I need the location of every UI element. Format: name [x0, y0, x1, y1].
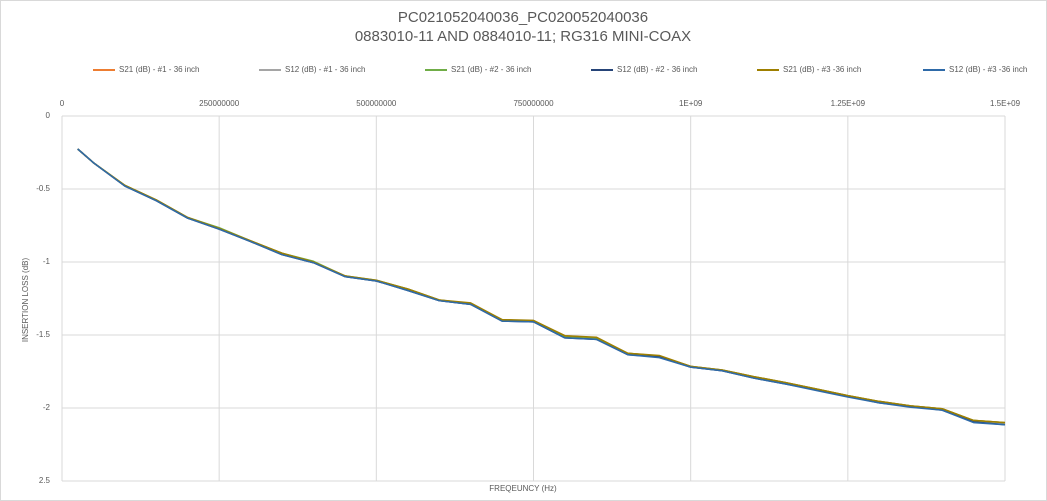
legend-label: S12 (dB) - #2 - 36 inch — [617, 65, 697, 74]
x-tick-label: 1E+09 — [679, 99, 703, 108]
y-tick-label: -2 — [43, 403, 51, 412]
x-tick-label: 250000000 — [199, 99, 240, 108]
x-tick-label: 500000000 — [356, 99, 397, 108]
chart-title: PC021052040036_PC020052040036 — [398, 9, 648, 26]
x-tick-label: 750000000 — [513, 99, 554, 108]
legend-label: S21 (dB) - #2 - 36 inch — [451, 65, 531, 74]
chart-subtitle: 0883010-11 AND 0884010-11; RG316 MINI-CO… — [355, 28, 691, 45]
y-tick-label: -0.5 — [36, 184, 50, 193]
legend-label: S21 (dB) - #3 -36 inch — [783, 65, 861, 74]
x-tick-label: 1.5E+09 — [990, 99, 1021, 108]
legend-label: S12 (dB) - #1 - 36 inch — [285, 65, 365, 74]
x-tick-label: 0 — [60, 99, 65, 108]
x-tick-label: 1.25E+09 — [831, 99, 866, 108]
legend-label: S21 (dB) - #1 - 36 inch — [119, 65, 199, 74]
y-tick-label: -1.5 — [36, 330, 50, 339]
y-tick-label: -1 — [43, 257, 51, 266]
x-axis-title: FREQEUNCY (Hz) — [489, 484, 557, 493]
y-tick-label: 2.5 — [39, 476, 51, 485]
series-line — [77, 148, 1006, 426]
legend-label: S12 (dB) - #3 -36 inch — [949, 65, 1027, 74]
y-tick-label: 0 — [46, 111, 51, 120]
y-axis-title: INSERTION LOSS (dB) — [21, 258, 30, 343]
